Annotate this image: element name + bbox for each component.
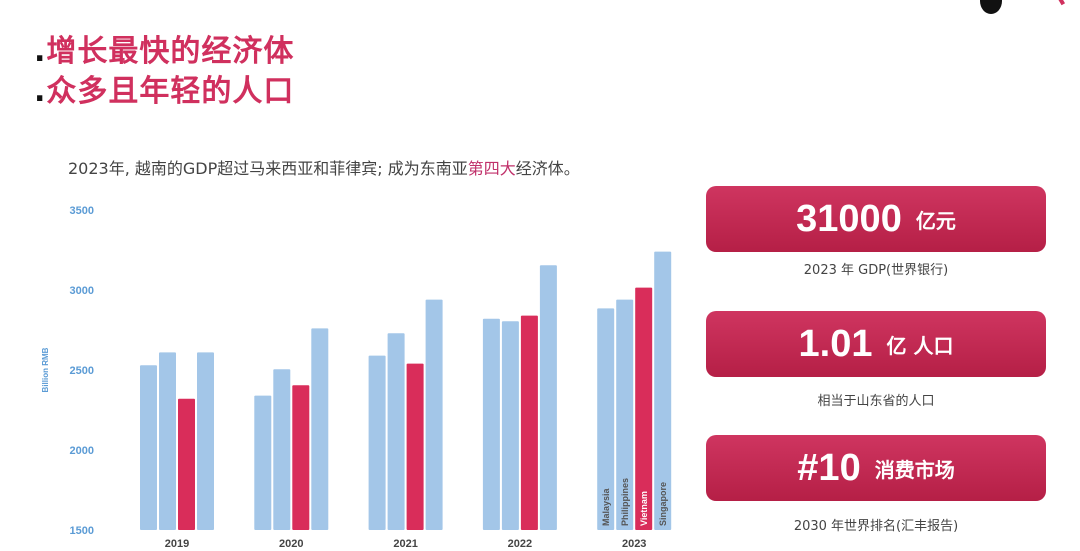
y-tick-label: 3000: [70, 285, 94, 297]
bar-malaysia-2023: [597, 308, 615, 530]
x-tick-label: 2022: [508, 538, 532, 550]
card-unit: 亿 人口: [886, 333, 954, 358]
card-caption: 2030 年世界排名(汇丰报告): [793, 519, 959, 534]
decorative-mark: [1036, 0, 1066, 15]
x-tick-label: 2021: [393, 538, 417, 550]
x-tick-label: 2023: [622, 538, 646, 550]
card-unit: 消费市场: [874, 457, 955, 482]
consumer-market-card: #10 消费市场: [706, 435, 1046, 501]
bar-singapore-2021: [425, 299, 443, 530]
chart-subtitle: 2023年, 越南的GDP超过马来西亚和菲律宾; 成为东南亚第四大经济体。: [68, 155, 580, 179]
headline-1: .增长最快的经济体: [34, 34, 295, 69]
y-axis-label: Billion RMB: [41, 347, 50, 392]
population-card: 1.01 亿 人口: [706, 311, 1046, 377]
bar-singapore-2020: [311, 328, 329, 530]
bar-vietnam-2023: [635, 287, 653, 530]
bar-vietnam-2019: [178, 398, 195, 530]
series-label: Singapore: [658, 482, 668, 526]
decorative-dot: [980, 0, 1002, 14]
bar-philippines-2023: [616, 299, 634, 530]
subtitle-text: 经济体。: [515, 159, 580, 178]
card-unit: 亿元: [915, 208, 956, 233]
card-caption: 相当于山东省的人口: [817, 394, 935, 409]
bar-philippines-2020: [273, 369, 291, 530]
card-value: 31000: [796, 197, 902, 240]
y-tick-label: 1500: [70, 525, 94, 537]
y-tick-label: 3500: [70, 205, 94, 217]
x-tick-label: 2020: [279, 538, 303, 550]
card-value: #10: [797, 446, 861, 489]
bar-malaysia-2022: [482, 318, 500, 530]
bar-philippines-2021: [387, 333, 405, 530]
series-label: Vietnam: [639, 491, 649, 526]
gdp-bar-chart: 1500 2000 2500 3000 3500 Billion RMB 2019 2020 2…: [41, 205, 672, 550]
bar-vietnam-2022: [520, 315, 538, 530]
subtitle-highlight: 第四大: [467, 159, 516, 178]
series-label: Malaysia: [601, 487, 611, 526]
y-tick-label: 2500: [70, 365, 94, 377]
headline-text: 增长最快的经济体: [46, 34, 295, 69]
series-label: Philippines: [620, 478, 630, 526]
bar-malaysia-2021: [368, 355, 386, 530]
card-value: 1.01: [798, 322, 873, 365]
bar-malaysia-2019: [140, 365, 157, 530]
headline-2: .众多且年轻的人口: [34, 74, 295, 109]
bar-singapore-2023: [654, 251, 672, 530]
x-tick-label: 2019: [165, 538, 189, 550]
gdp-card: 31000 亿元: [706, 186, 1046, 252]
card-caption: 2023 年 GDP(世界银行): [803, 263, 949, 278]
subtitle-text: 2023年, 越南的GDP超过马来西亚和菲律宾; 成为东南亚: [68, 159, 468, 178]
bar-singapore-2019: [197, 352, 214, 530]
y-tick-label: 2000: [70, 445, 94, 457]
bar-vietnam-2021: [406, 363, 424, 530]
bar-malaysia-2020: [254, 395, 272, 530]
bar-singapore-2022: [539, 265, 557, 530]
bar-philippines-2022: [501, 321, 519, 530]
bar-vietnam-2020: [292, 385, 310, 530]
bar-philippines-2019: [159, 352, 176, 530]
headline-text: 众多且年轻的人口: [46, 74, 295, 109]
